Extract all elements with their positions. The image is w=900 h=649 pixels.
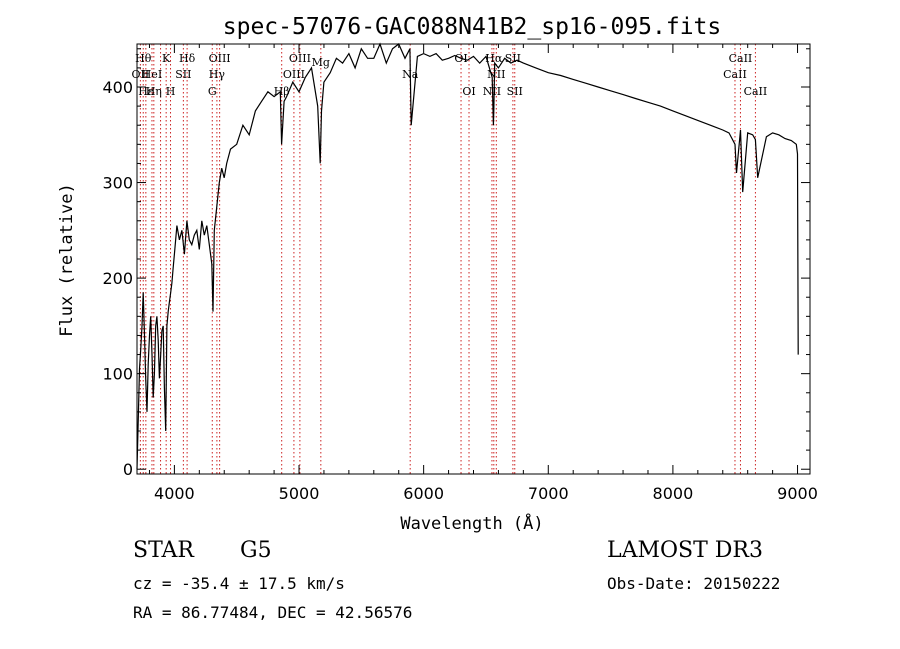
object-class: STAR — [133, 538, 194, 563]
marker-label: Hη — [146, 85, 162, 98]
marker-label: Hα — [485, 52, 503, 65]
object-subclass: G5 — [240, 538, 272, 563]
marker-label: CaII — [744, 85, 768, 98]
line-markers — [139, 44, 756, 474]
marker-label: HeI — [142, 68, 162, 81]
marker-label: Mg — [312, 56, 330, 69]
marker-label: NII — [483, 85, 501, 98]
x-tick-label: 7000 — [528, 484, 569, 503]
marker-label: H — [166, 85, 176, 98]
coordinates: RA = 86.77484, DEC = 42.56576 — [133, 603, 413, 622]
marker-label: SII — [507, 85, 523, 98]
chart-title: spec-57076-GAC088N41B2_sp16-095.fits — [223, 14, 722, 40]
redshift-cz: cz = -35.4 ± 17.5 km/s — [133, 574, 345, 593]
y-axis-label: Flux (relative) — [57, 183, 77, 337]
marker-label: SII — [175, 68, 191, 81]
marker-label: Hθ — [135, 52, 152, 65]
survey-name: LAMOST DR3 — [607, 538, 763, 563]
marker-label: OI — [462, 85, 475, 98]
marker-label: CaII — [729, 52, 753, 65]
y-tick-label: 100 — [102, 365, 133, 384]
marker-label: SII — [505, 52, 521, 65]
marker-label: Hε — [138, 85, 154, 98]
y-tick-label: 200 — [102, 269, 133, 288]
marker-label: Hβ — [274, 85, 290, 98]
y-tick-label: 0 — [123, 460, 133, 479]
x-axis-ticks: 4000 5000 6000 7000 8000 9000 — [148, 44, 818, 503]
x-tick-label: 9000 — [777, 484, 818, 503]
marker-label: OIII — [289, 52, 311, 65]
x-tick-label: 5000 — [279, 484, 320, 503]
marker-label: Hδ — [179, 52, 196, 65]
marker-label: OIII — [209, 52, 231, 65]
y-tick-label: 300 — [102, 174, 133, 193]
marker-label: OIII — [283, 68, 305, 81]
marker-label: K — [162, 52, 171, 65]
marker-label: Hγ — [209, 68, 226, 81]
marker-label: CaII — [723, 68, 747, 81]
plot-frame — [136, 43, 811, 475]
marker-label: G — [208, 85, 217, 98]
y-tick-label: 400 — [102, 78, 133, 97]
obs-date: Obs-Date: 20150222 — [607, 574, 781, 593]
y-axis-ticks: 0 100 200 300 400 — [102, 48, 810, 479]
x-tick-label: 4000 — [154, 484, 195, 503]
x-tick-label: 6000 — [403, 484, 444, 503]
x-axis-label: Wavelength (Å) — [400, 512, 543, 534]
x-tick-label: 8000 — [653, 484, 694, 503]
spectrum-line — [136, 42, 799, 470]
marker-label: OII — [132, 68, 150, 81]
